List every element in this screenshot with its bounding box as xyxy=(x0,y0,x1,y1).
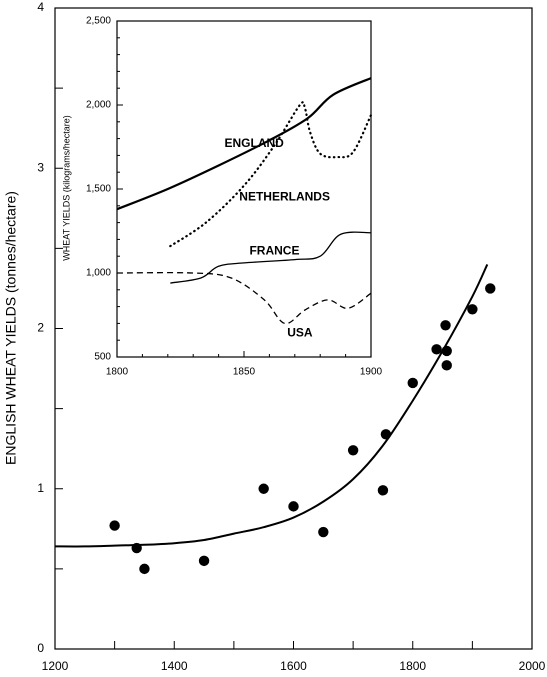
data-point xyxy=(407,377,418,389)
data-point xyxy=(318,526,329,538)
inset-y-tick-label: 2,500 xyxy=(86,16,111,27)
inset-y-tick-label: 1,500 xyxy=(86,184,111,195)
data-point xyxy=(441,345,452,357)
series-line-netherlands xyxy=(169,101,373,248)
data-point xyxy=(485,283,496,294)
main-x-tick-label: 1200 xyxy=(42,659,69,673)
inset-x-tick-label: 1800 xyxy=(106,367,129,378)
inset-y-axis-label: WHEAT YIELDS (kilograms/hectare) xyxy=(61,115,71,261)
data-point xyxy=(198,555,210,567)
series-label-usa: USA xyxy=(287,326,313,340)
inset-x-tick-label: 1850 xyxy=(233,367,256,378)
main-x-tick-label: 1600 xyxy=(280,659,307,673)
data-point xyxy=(258,483,269,494)
main-y-axis-label: ENGLISH WHEAT YIELDS (tonnes/hectare) xyxy=(3,191,19,465)
main-x-tick-label: 1400 xyxy=(161,659,188,673)
data-point xyxy=(288,501,299,512)
series-line-france xyxy=(170,231,372,284)
series-line-england xyxy=(116,77,372,211)
inset-background xyxy=(117,21,371,357)
data-point xyxy=(139,563,150,575)
data-point xyxy=(131,542,142,554)
main-y-tick-label: 4 xyxy=(37,0,44,14)
data-point xyxy=(380,429,392,440)
inset-x-tick-label: 1900 xyxy=(360,367,383,378)
data-point xyxy=(377,485,389,496)
series-line-usa xyxy=(116,271,372,325)
inset-y-tick-label: 1,000 xyxy=(86,268,111,279)
main-y-tick-label: 2 xyxy=(37,321,44,335)
main-y-tick-label: 3 xyxy=(37,160,44,174)
series-label-england: ENGLAND xyxy=(224,136,284,150)
main-trend-line xyxy=(54,263,489,548)
inset-y-tick-label: 500 xyxy=(94,352,111,363)
data-point xyxy=(109,520,120,531)
data-point xyxy=(441,360,452,371)
data-point xyxy=(467,304,478,315)
data-point xyxy=(440,320,451,331)
main-x-tick-label: 1800 xyxy=(399,659,426,673)
series-label-netherlands: NETHERLANDS xyxy=(239,190,330,204)
main-y-tick-label: 0 xyxy=(37,641,44,655)
data-point xyxy=(347,445,359,456)
series-label-france: FRANCE xyxy=(249,243,299,257)
data-point xyxy=(431,344,442,355)
main-y-tick-label: 1 xyxy=(37,481,44,495)
inset-y-tick-label: 2,000 xyxy=(86,100,111,111)
main-x-tick-label: 2000 xyxy=(519,659,546,673)
